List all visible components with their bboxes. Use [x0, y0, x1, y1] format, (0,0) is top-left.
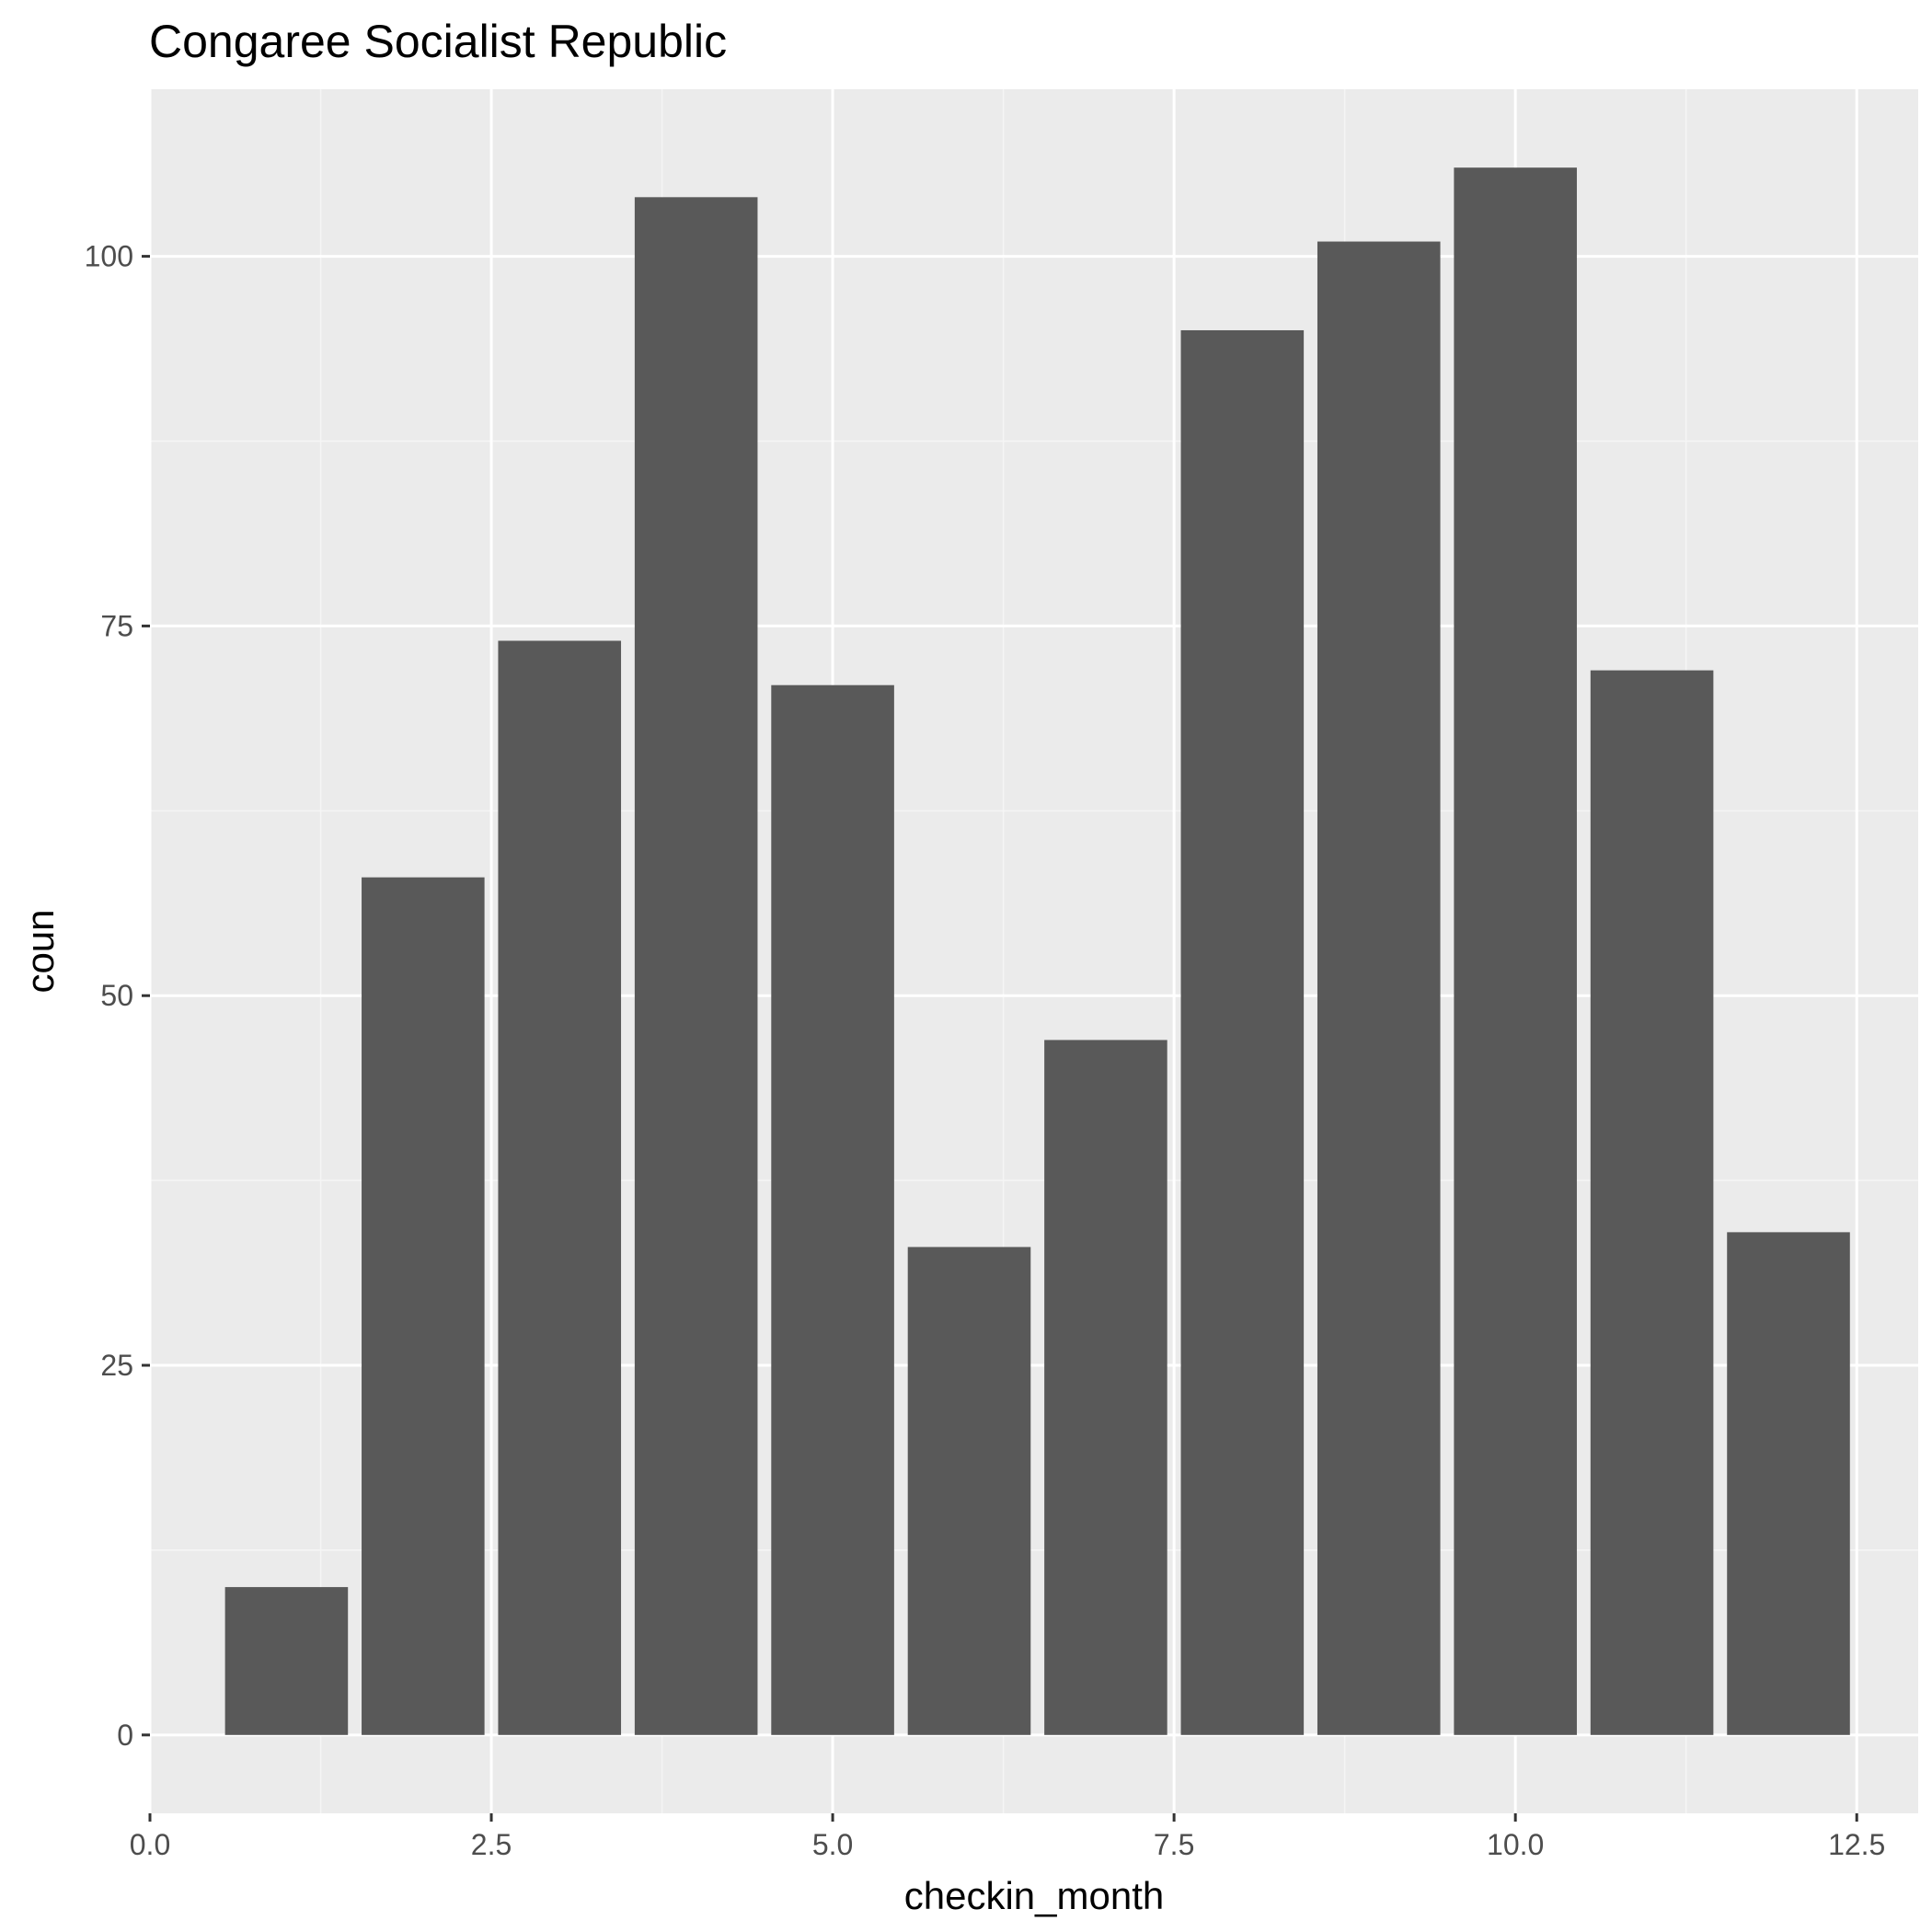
bar — [1044, 1040, 1167, 1735]
bar — [362, 877, 485, 1735]
chart-title: Congaree Socialist Republic — [149, 16, 727, 67]
y-tick-label: 25 — [100, 1349, 133, 1382]
y-tick-label: 75 — [100, 609, 133, 642]
bar — [634, 197, 758, 1735]
x-tick-label: 10.0 — [1487, 1828, 1544, 1861]
y-axis-title: coun — [18, 909, 62, 993]
y-tick-label: 50 — [100, 979, 133, 1012]
bar — [907, 1247, 1031, 1735]
axis-ticks — [142, 255, 1858, 1822]
y-tick-label: 0 — [117, 1719, 133, 1752]
bar — [1317, 241, 1441, 1735]
bars — [224, 167, 1850, 1735]
x-tick-label: 7.5 — [1154, 1828, 1194, 1861]
x-tick-label: 5.0 — [812, 1828, 853, 1861]
y-tick-label: 100 — [85, 240, 133, 273]
x-tick-label: 0.0 — [130, 1828, 170, 1861]
bar — [771, 684, 894, 1735]
x-tick-labels: 0.0 2.5 5.0 7.5 10.0 12.5 — [130, 1828, 1886, 1861]
bar — [1727, 1232, 1850, 1735]
y-tick-labels: 0 25 50 75 100 — [85, 240, 133, 1752]
bar — [1180, 329, 1305, 1735]
bar — [1454, 167, 1577, 1735]
bar — [224, 1587, 349, 1735]
bar — [1590, 670, 1714, 1735]
x-tick-label: 2.5 — [471, 1828, 512, 1861]
x-axis-title: checkin_month — [904, 1874, 1165, 1917]
bar — [498, 640, 622, 1735]
x-tick-label: 12.5 — [1828, 1828, 1885, 1861]
